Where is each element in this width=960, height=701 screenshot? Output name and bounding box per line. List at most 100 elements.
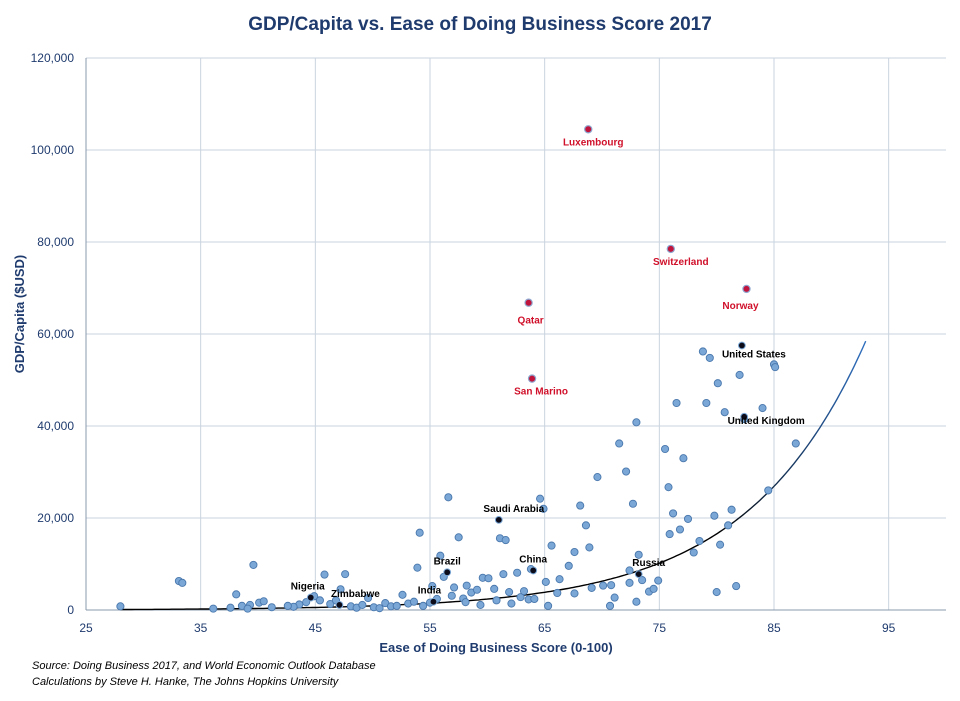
axes: 25 35 45 55 65 75 85 95 0 20,000 40,000 60,000 80,00…: [12, 51, 946, 655]
data-point: [513, 568, 522, 577]
data-point: [622, 467, 631, 476]
data-point: [461, 598, 470, 607]
data-point: [507, 599, 516, 608]
gridlines: [85, 57, 946, 610]
data-point: [544, 601, 553, 610]
y-tick-label: 0: [67, 603, 74, 617]
data-point: [555, 575, 564, 584]
data-point: [413, 563, 422, 572]
point-label: San Marino: [514, 387, 568, 398]
outlier-point: [742, 284, 751, 294]
data-point: [232, 590, 241, 599]
data-point: [791, 439, 800, 448]
data-point: [541, 577, 550, 586]
data-point: [505, 588, 514, 597]
outlier-point: [524, 298, 533, 307]
data-point: [724, 521, 733, 530]
data-point: [710, 511, 719, 520]
highlighted-point: [429, 597, 438, 606]
data-point: [607, 581, 616, 590]
data-point: [539, 504, 548, 513]
data-point: [625, 566, 634, 575]
y-axis-title: GDP/Capita ($USD): [12, 255, 27, 373]
data-point: [605, 601, 615, 610]
y-tick-label: 100,000: [31, 143, 75, 157]
data-point: [320, 570, 329, 579]
data-point: [392, 601, 401, 610]
data-point: [661, 444, 670, 454]
data-point: [654, 576, 663, 585]
y-tick-label: 60,000: [37, 327, 74, 341]
x-axis-title: Ease of Doing Business Score (0-100): [379, 640, 612, 655]
data-point: [450, 583, 459, 592]
data-point: [764, 486, 773, 495]
data-point: [454, 533, 463, 542]
data-point: [462, 581, 471, 590]
point-label: Saudi Arabia: [483, 504, 544, 515]
data-point: [665, 530, 674, 539]
data-point: [358, 600, 367, 609]
data-point: [409, 597, 418, 606]
data-point: [679, 454, 688, 463]
data-point: [581, 521, 590, 530]
outlier-point: [666, 244, 676, 254]
data-point: [516, 593, 525, 602]
data-point: [689, 548, 698, 557]
data-point: [364, 593, 373, 603]
data-point: [570, 547, 579, 557]
data-point: [713, 379, 722, 388]
data-point: [283, 601, 292, 610]
data-point: [472, 585, 482, 594]
outlier-point: [584, 125, 593, 134]
data-point: [698, 347, 707, 356]
data-point: [675, 525, 685, 534]
x-tick-label: 25: [79, 621, 93, 635]
data-point: [209, 604, 218, 613]
highlighted-point: [634, 570, 643, 579]
highlighted-point: [494, 515, 503, 524]
point-label: Brazil: [434, 556, 461, 567]
data-point: [492, 596, 501, 605]
source-line-2: Calculations by Steve H. Hanke, The John…: [32, 676, 339, 688]
data-point: [735, 370, 744, 379]
data-point: [326, 599, 335, 609]
data-point: [553, 588, 562, 598]
highlighted-point: [443, 568, 452, 577]
data-point: [519, 587, 529, 596]
data-point: [702, 398, 711, 408]
point-label: Switzerland: [653, 257, 709, 268]
data-point: [727, 505, 736, 514]
x-tick-label: 55: [423, 621, 437, 635]
point-label: Qatar: [518, 316, 544, 327]
outlier-point: [527, 374, 537, 383]
y-tick-label: 80,000: [37, 235, 74, 249]
data-point: [587, 583, 596, 592]
data-point: [570, 589, 579, 598]
trend-layer: [120, 340, 867, 611]
x-tick-label: 75: [653, 621, 667, 635]
data-point: [444, 493, 453, 502]
data-point: [476, 600, 485, 609]
data-point: [501, 536, 510, 545]
data-point: [576, 501, 585, 510]
data-point: [315, 596, 324, 605]
highlighted-point: [306, 593, 315, 602]
data-point: [243, 604, 252, 613]
y-tick-label: 120,000: [31, 51, 75, 65]
data-point: [615, 439, 624, 448]
point-label: Nigeria: [291, 582, 325, 593]
point-label: Zimbabwe: [331, 589, 380, 600]
y-tick-label: 40,000: [37, 419, 74, 433]
point-label: Norway: [722, 301, 759, 312]
trend-line: [120, 340, 867, 611]
data-point: [634, 550, 643, 559]
point-label: China: [519, 554, 547, 565]
data-point: [695, 536, 704, 546]
data-point: [547, 541, 556, 550]
data-point: [672, 398, 681, 408]
data-point: [249, 560, 258, 569]
data-point: [720, 408, 729, 417]
data-point: [419, 601, 428, 610]
point-label: United Kingdom: [728, 416, 805, 427]
data-point: [585, 543, 594, 552]
